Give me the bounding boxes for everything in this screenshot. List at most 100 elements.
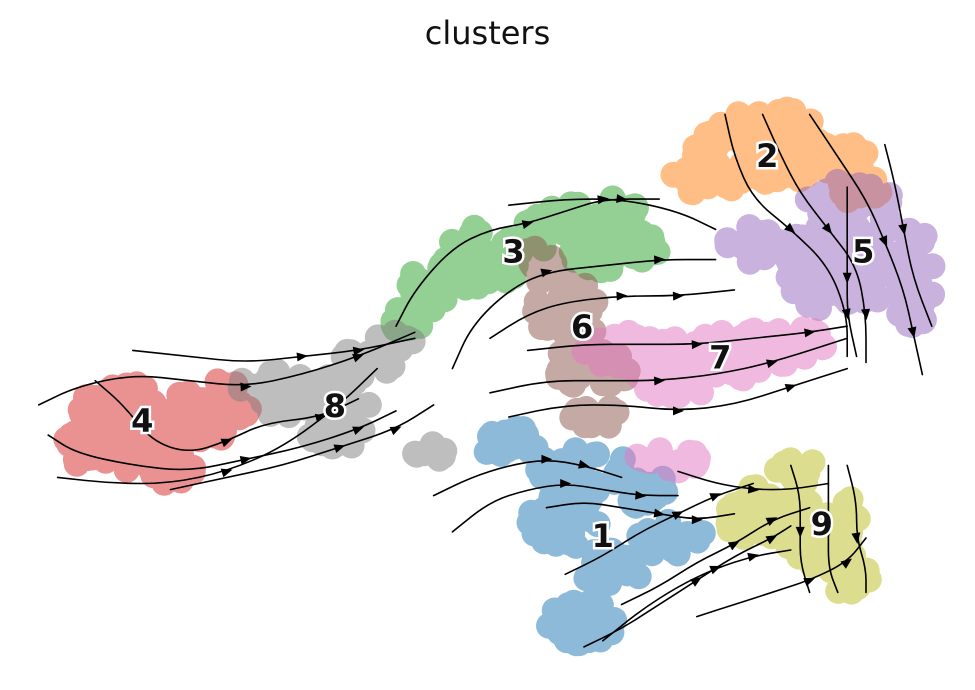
cell-point	[825, 577, 852, 604]
streamline-arrowhead	[709, 565, 722, 575]
streamline-arrowhead	[842, 272, 852, 284]
streamline-arrowhead	[352, 353, 365, 363]
cell-point	[804, 137, 831, 164]
cluster-7-points	[571, 316, 837, 484]
streamline-arrowhead	[653, 255, 666, 265]
cell-point	[625, 563, 652, 590]
streamline-arrowhead	[333, 444, 346, 454]
cell-point	[763, 456, 790, 483]
streamline-arrowhead	[861, 308, 871, 321]
streamline-arrowhead	[709, 493, 722, 502]
streamline-arrowhead	[560, 479, 572, 488]
cell-point	[80, 417, 106, 444]
cell-point	[551, 319, 578, 346]
streamline-arrowhead	[240, 382, 252, 392]
streamline	[808, 113, 924, 376]
streamline	[432, 460, 623, 497]
streamline	[451, 258, 717, 370]
streamline	[602, 549, 792, 642]
streamline-arrowhead	[239, 455, 252, 465]
cell-point	[572, 204, 599, 231]
cluster-label-2: 2	[756, 137, 778, 175]
streamline-arrowhead	[352, 426, 364, 435]
streamline	[489, 337, 848, 394]
cell-point	[458, 220, 485, 247]
cell-point	[815, 200, 842, 227]
streamline-arrowhead	[821, 222, 833, 235]
cell-point	[166, 381, 193, 408]
cell-point	[441, 261, 468, 287]
streamline	[56, 367, 378, 485]
streamline-arrowhead	[521, 220, 534, 229]
cell-point	[541, 250, 568, 277]
cell-point	[223, 397, 250, 424]
streamline-arrowhead	[804, 328, 816, 338]
streamline-arrowhead	[727, 541, 740, 551]
cell-point	[786, 166, 813, 193]
cell-point	[536, 612, 562, 639]
streamline-arrowhead	[795, 526, 805, 538]
cell-point	[555, 592, 582, 619]
streamline-arrowhead	[898, 223, 908, 236]
streamline-arrowhead	[541, 454, 553, 464]
velocity-streamlines-layer	[38, 113, 933, 648]
cell-point	[562, 500, 589, 527]
cell-point	[814, 275, 841, 302]
streamline-arrowhead	[653, 508, 666, 518]
streamline	[677, 470, 830, 491]
cell-point	[63, 450, 90, 477]
streamline-arrowhead	[671, 511, 684, 521]
streamline-arrowhead	[765, 535, 778, 545]
streamline-arrowhead	[352, 346, 365, 356]
cell-point	[890, 238, 917, 265]
cluster-3-points	[380, 185, 671, 342]
cluster-1-points	[473, 415, 716, 657]
streamline	[38, 331, 416, 406]
cell-point	[584, 563, 611, 590]
cell-point	[845, 137, 872, 164]
cluster-label-5: 5	[852, 233, 874, 271]
cell-point	[161, 441, 188, 468]
streamline-arrowhead	[635, 490, 647, 500]
cell-point	[431, 437, 458, 464]
cell-point	[597, 404, 624, 431]
streamline-arrowhead	[878, 235, 888, 248]
cell-point	[535, 297, 561, 324]
cell-point	[644, 380, 671, 407]
streamline-arrowhead	[673, 406, 684, 416]
cluster-label-4: 4	[131, 402, 153, 440]
cell-point	[714, 232, 741, 259]
cell-point	[659, 339, 686, 365]
cluster-4-points	[53, 368, 262, 496]
streamline-arrowhead	[296, 352, 308, 362]
streamline	[884, 143, 933, 327]
streamline-arrowhead	[540, 268, 553, 278]
cluster-label-8: 8	[324, 387, 346, 425]
cell-point	[242, 373, 269, 400]
streamline-arrowhead	[747, 484, 760, 494]
streamline-arrowhead	[784, 222, 796, 234]
cell-point	[731, 517, 758, 544]
chart-title: clusters	[424, 14, 551, 52]
streamline-arrowhead	[332, 401, 345, 412]
streamline-arrowhead	[765, 517, 778, 527]
cell-point	[711, 161, 738, 188]
cell-point	[491, 245, 518, 272]
cell-point	[621, 475, 648, 502]
streamline	[724, 113, 848, 358]
cell-point	[664, 540, 691, 567]
cell-point	[587, 345, 614, 372]
streamline-arrowhead	[691, 340, 703, 350]
cell-point	[799, 449, 826, 476]
cell-point	[300, 426, 327, 453]
streamline-arrowhead	[578, 459, 590, 469]
streamline	[827, 464, 839, 594]
streamline	[451, 484, 679, 533]
cell-point	[601, 323, 628, 350]
cluster-label-6: 6	[571, 308, 593, 346]
cluster-8-points	[227, 319, 458, 472]
cell-point	[562, 437, 589, 464]
cluster-label-9: 9	[811, 505, 833, 543]
